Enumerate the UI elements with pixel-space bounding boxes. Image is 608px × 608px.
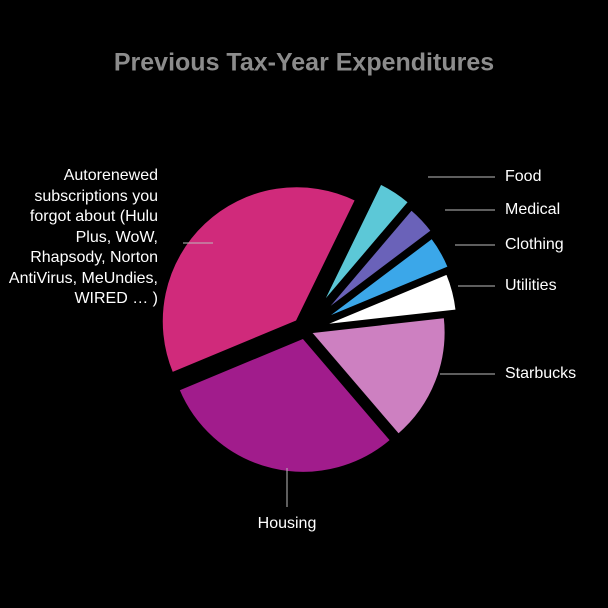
slice-label: Medical <box>505 201 560 218</box>
slice-label: Utilities <box>505 277 557 294</box>
slice-label: Food <box>505 168 541 185</box>
pie-slice <box>177 336 393 474</box>
slice-label: Clothing <box>505 236 564 253</box>
pie-slice <box>323 236 451 320</box>
pie-slice <box>308 316 447 437</box>
pie-slice <box>322 272 458 327</box>
slice-label: Autorenewed subscriptions you forgot abo… <box>8 167 158 307</box>
slice-label: Starbucks <box>505 365 576 382</box>
chart-title: Previous Tax-Year Expenditures <box>114 49 494 77</box>
pie-slice <box>323 207 434 313</box>
slice-label: Housing <box>258 515 317 532</box>
pie-slice <box>160 185 358 375</box>
pie-slice <box>320 182 411 306</box>
